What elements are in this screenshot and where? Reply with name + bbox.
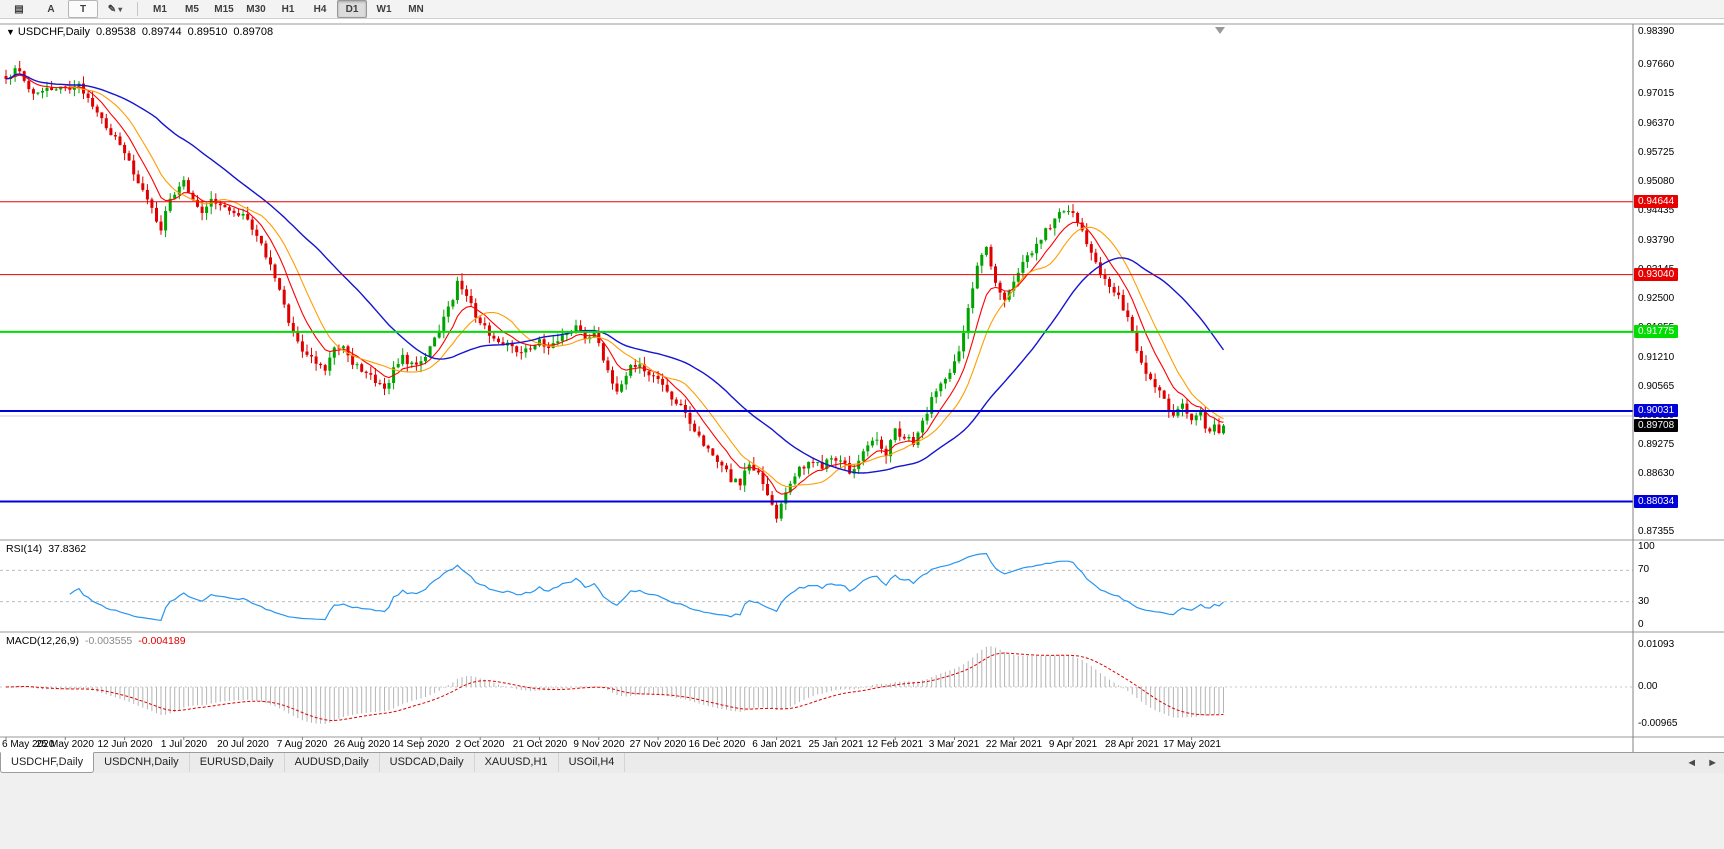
date-label: 6 May 2020: [2, 739, 55, 750]
date-label: 25 Jan 2021: [808, 739, 864, 750]
chart-tab-xauusd-h1[interactable]: XAUUSD,H1: [475, 753, 559, 772]
tab-scroll-right-button[interactable]: ►: [1707, 757, 1718, 769]
chart-title: ▼ USDCHF,Daily 0.89538 0.89744 0.89510 0.8970…: [6, 26, 273, 38]
macd-tick-label: 0.00: [1638, 681, 1658, 692]
chart-toolbar: ▤ A T ✎ ▾ M1 M5 M15 M30 H1 H4 D1 W1 MN: [0, 0, 1724, 19]
date-label: 25 May 2020: [36, 739, 94, 750]
tab-scroll-left-button[interactable]: ◄: [1686, 757, 1698, 769]
timeframe-m30-button[interactable]: M30: [246, 3, 266, 15]
text-tool-icon[interactable]: T: [68, 0, 98, 18]
rsi-tick-label: 70: [1638, 564, 1650, 575]
rsi-tick-label: 100: [1638, 541, 1655, 552]
quote-high: 0.89744: [141, 26, 182, 38]
price-tick-label: 0.97015: [1638, 88, 1675, 99]
macd-signal-value: -0.004189: [138, 635, 186, 647]
date-label: 12 Jun 2020: [97, 739, 153, 750]
chart-tab-eurusd-daily[interactable]: EURUSD,Daily: [190, 753, 285, 772]
price-tick-label: 0.95080: [1638, 176, 1675, 187]
price-axis[interactable]: 0.98390 0.97660 0.97015 0.96370 0.95725 0.950…: [1633, 19, 1724, 752]
right-shift-marker: [1215, 27, 1225, 34]
price-tick-label: 0.92500: [1638, 293, 1675, 304]
macd-indicator-label: MACD(12,26,9) -0.003555 -0.004189: [6, 635, 186, 647]
date-label: 6 Jan 2021: [752, 739, 802, 750]
chart-tabs: USDCHF,Daily USDCNH,Daily EURUSD,Daily AUDU…: [0, 752, 626, 773]
date-label: 26 Aug 2020: [333, 739, 391, 750]
macd-main-value: -0.003555: [84, 635, 133, 647]
timeframe-w1-button[interactable]: W1: [376, 3, 392, 15]
price-tick-label: 0.91210: [1638, 352, 1675, 363]
font-tool-icon[interactable]: A: [47, 3, 55, 15]
chart-tab-audusd-daily[interactable]: AUDUSD,Daily: [285, 753, 380, 772]
quote-close: 0.89708: [233, 26, 274, 38]
menu-grid-icon[interactable]: ▤: [14, 3, 24, 15]
level-price-badge: 0.93040: [1634, 268, 1679, 281]
symbol-dropdown-icon[interactable]: ▼: [6, 27, 15, 37]
timeframe-d1-button[interactable]: D1: [337, 0, 367, 18]
date-label: 28 Apr 2021: [1105, 739, 1159, 750]
rsi-tick-label: 0: [1638, 619, 1644, 630]
date-label: 12 Feb 2021: [866, 739, 924, 750]
chart-tab-usdcad-daily[interactable]: USDCAD,Daily: [380, 753, 475, 772]
chart-tab-usdchf-daily[interactable]: USDCHF,Daily: [0, 752, 95, 773]
date-label: 27 Nov 2020: [629, 739, 687, 750]
date-label: 22 Mar 2021: [985, 739, 1043, 750]
chart-tab-usoil-h4[interactable]: USOil,H4: [559, 753, 626, 772]
date-label: 3 Mar 2021: [928, 739, 980, 750]
date-label: 1 Jul 2020: [160, 739, 208, 750]
price-tick-label: 0.94435: [1638, 205, 1675, 216]
timeframe-m5-button[interactable]: M5: [185, 3, 199, 15]
date-label: 21 Oct 2020: [512, 739, 568, 750]
price-tick-label: 0.88630: [1638, 468, 1675, 479]
level-price-badge: 0.91775: [1634, 325, 1679, 338]
price-tick-label: 0.97660: [1638, 59, 1675, 70]
timeframe-m1-button[interactable]: M1: [153, 3, 167, 15]
chart-tab-usdcnh-daily[interactable]: USDCNH,Daily: [94, 753, 190, 772]
macd-tick-label: 0.01093: [1638, 639, 1675, 650]
timeframe-mn-button[interactable]: MN: [408, 3, 424, 15]
macd-tick-label: -0.00965: [1638, 718, 1678, 729]
dropdown-caret-icon: ▾: [118, 4, 123, 14]
timeframe-m15-button[interactable]: M15: [214, 3, 234, 15]
date-label: 16 Dec 2020: [688, 739, 746, 750]
date-label: 9 Nov 2020: [573, 739, 625, 750]
macd-name: MACD(12,26,9): [6, 635, 79, 647]
symbol-period-label: USDCHF,Daily: [17, 26, 91, 38]
toolbar-separator: [137, 2, 138, 16]
price-tick-label: 0.87355: [1638, 526, 1675, 537]
timeframe-h1-button[interactable]: H1: [281, 3, 295, 15]
crayon-tool-icon[interactable]: ✎ ▾: [107, 3, 123, 15]
tab-scroll-buttons: ◄ ►: [1686, 756, 1718, 771]
date-label: 17 May 2021: [1163, 739, 1221, 750]
quote-open: 0.89538: [96, 26, 136, 38]
rsi-name: RSI(14): [6, 543, 43, 555]
date-label: 2 Oct 2020: [455, 739, 505, 750]
price-tick-label: 0.98390: [1638, 26, 1675, 37]
price-chart-canvas[interactable]: [0, 19, 1724, 752]
chart-area: ▼ USDCHF,Daily 0.89538 0.89744 0.89510 0.8970…: [0, 19, 1724, 752]
price-tick-label: 0.89275: [1638, 439, 1675, 450]
bottom-spacer: [0, 773, 1724, 849]
rsi-value: 37.8362: [48, 543, 87, 555]
date-label: 14 Sep 2020: [392, 739, 450, 750]
toolbar-icons: ▤ A T ✎ ▾: [4, 0, 130, 18]
price-tick-label: 0.90565: [1638, 381, 1675, 392]
rsi-tick-label: 30: [1638, 596, 1650, 607]
quote-low: 0.89510: [187, 26, 228, 38]
time-axis[interactable]: 6 May 2020 25 May 2020 12 Jun 2020 1 Jul 20…: [0, 737, 1633, 752]
rsi-indicator-label: RSI(14) 37.8362: [6, 543, 92, 555]
date-label: 7 Aug 2020: [276, 739, 328, 750]
current-price-badge: 0.89708: [1634, 419, 1679, 432]
level-price-badge: 0.90031: [1634, 404, 1679, 417]
timeframe-buttons: M1 M5 M15 M30 H1 H4 D1 W1 MN: [145, 0, 431, 18]
date-label: 9 Apr 2021: [1048, 739, 1098, 750]
price-tick-label: 0.93790: [1638, 235, 1675, 246]
chart-tab-bar: USDCHF,Daily USDCNH,Daily EURUSD,Daily AUDU…: [0, 752, 1724, 773]
price-tick-label: 0.95725: [1638, 147, 1675, 158]
price-tick-label: 0.96370: [1638, 118, 1675, 129]
date-label: 20 Jul 2020: [217, 739, 269, 750]
timeframe-h4-button[interactable]: H4: [313, 3, 327, 15]
level-price-badge: 0.88034: [1634, 495, 1679, 508]
level-price-badge: 0.94644: [1634, 195, 1679, 208]
